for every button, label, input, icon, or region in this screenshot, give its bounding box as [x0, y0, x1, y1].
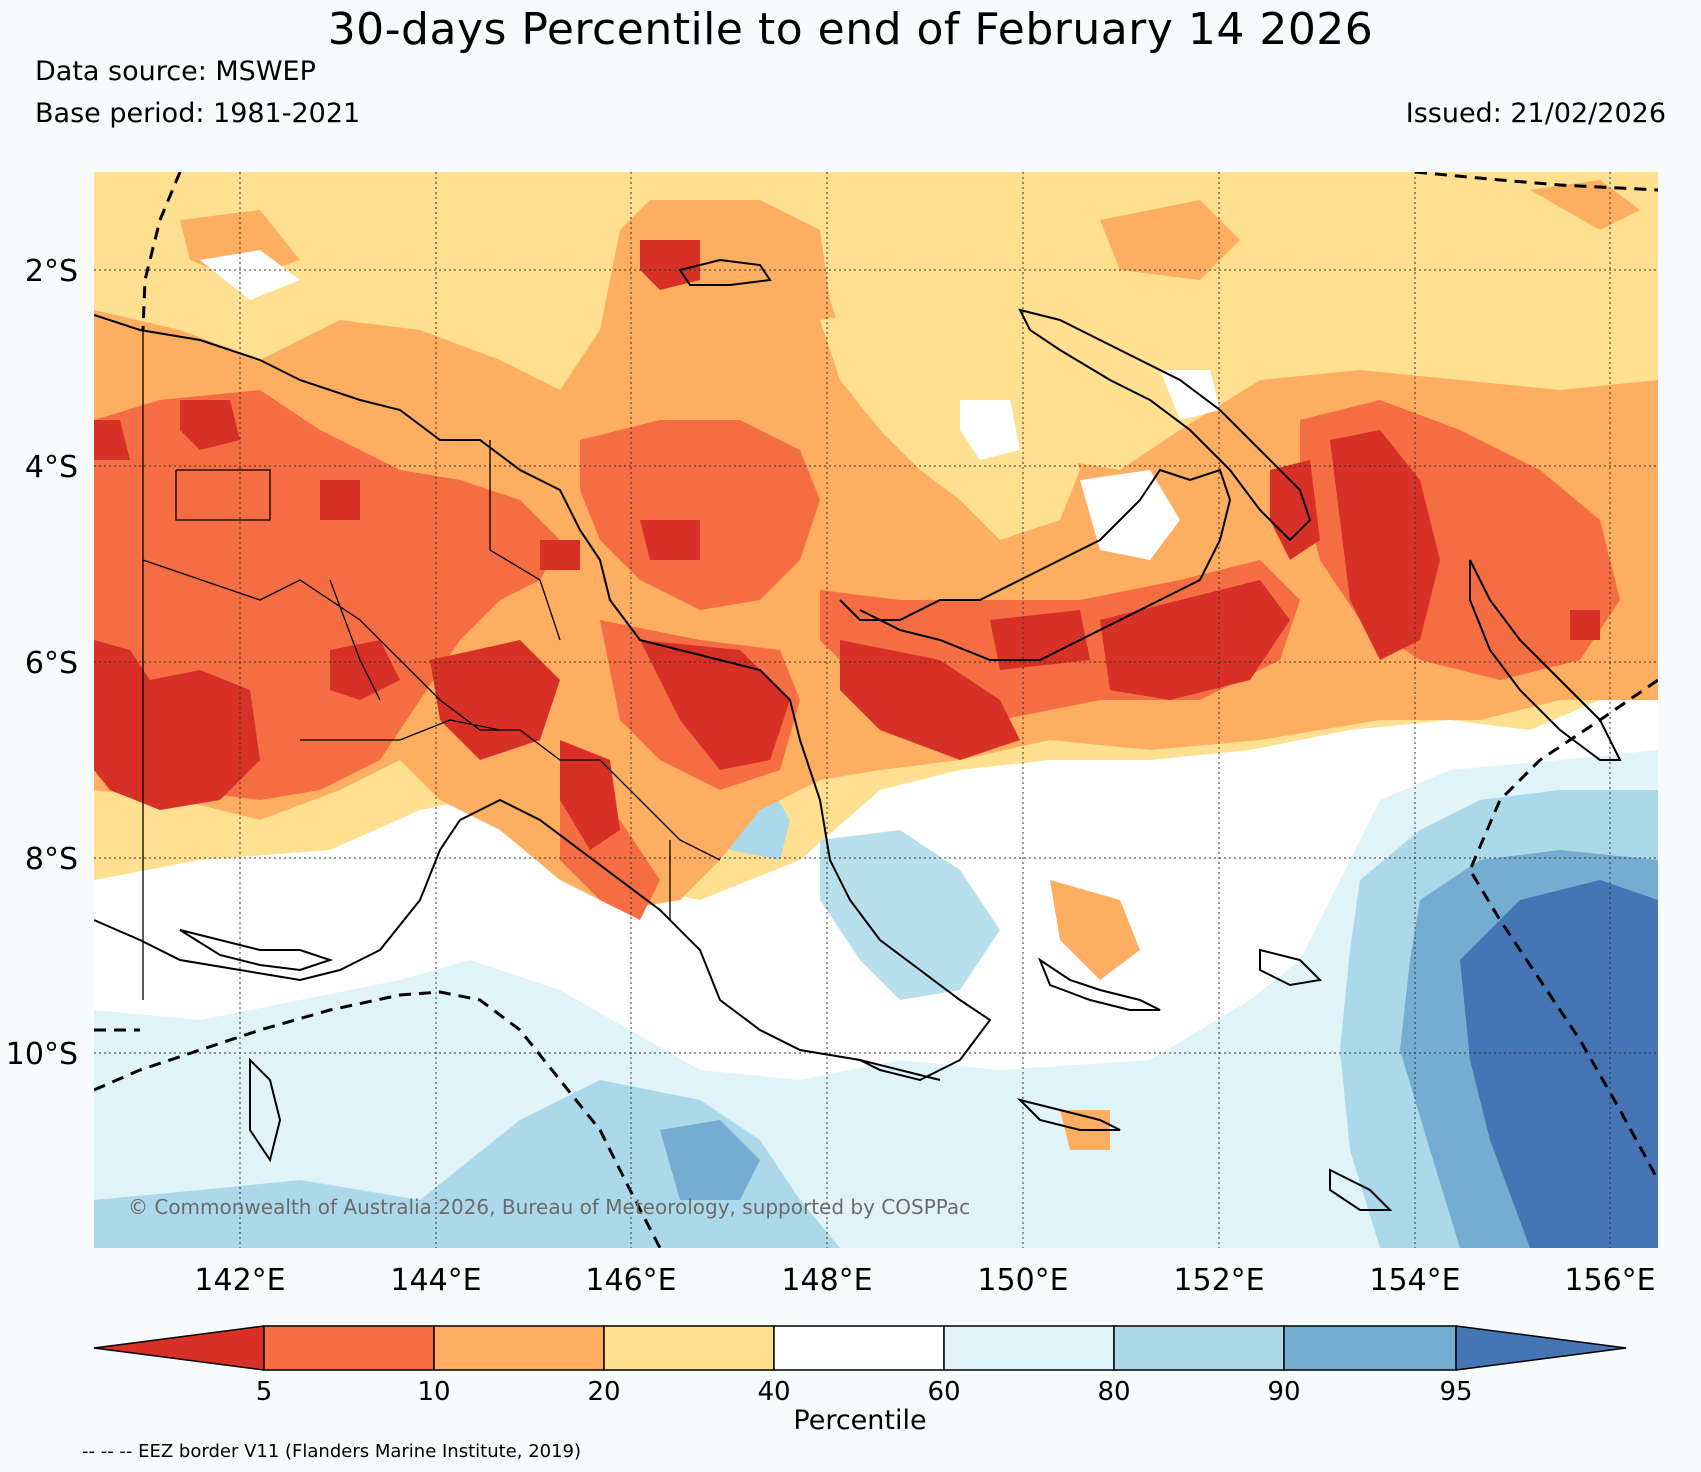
issued-date-label: Issued: 21/02/2026 — [1405, 98, 1666, 129]
map-title: 30-days Percentile to end of February 14… — [327, 4, 1374, 55]
colorbar-segment — [603, 1325, 775, 1371]
country-borders — [142, 330, 721, 1000]
colorbar-ticks: 5 10 20 40 60 80 90 95 Percentile — [256, 1377, 1473, 1436]
colorbar-tick: 5 — [256, 1377, 273, 1407]
colorbar-low-extend — [93, 1325, 265, 1371]
copyright-watermark: © Commonwealth of Australia 2026, Bureau… — [128, 1195, 970, 1219]
data-source-label: Data source: MSWEP — [35, 56, 316, 87]
lon-label: 144°E — [390, 1263, 481, 1298]
colorbar-tick: 95 — [1439, 1377, 1472, 1407]
colorbar-tick: 20 — [587, 1377, 620, 1407]
lon-label: 152°E — [1173, 1263, 1264, 1298]
lon-label: 142°E — [194, 1263, 285, 1298]
lon-label: 154°E — [1369, 1263, 1460, 1298]
colorbar-tick: 90 — [1267, 1377, 1300, 1407]
colorbar-segment — [263, 1325, 435, 1371]
colorbar-tick: 80 — [1097, 1377, 1130, 1407]
lat-label: 8°S — [25, 842, 78, 877]
colorbar-segment — [943, 1325, 1115, 1371]
eez-border — [94, 172, 1658, 1248]
lat-label: 2°S — [25, 254, 78, 289]
coastlines — [94, 258, 1622, 1211]
base-period-label: Base period: 1981-2021 — [35, 98, 361, 129]
longitude-labels: 142°E 144°E 146°E 148°E 150°E 152°E 154°… — [194, 1263, 1655, 1298]
colorbar-high-extend — [1455, 1325, 1627, 1371]
eez-border-note: -- -- -- EEZ border V11 (Flanders Marine… — [82, 1441, 582, 1462]
colorbar-tick: 40 — [757, 1377, 790, 1407]
colorbar-segment — [433, 1325, 605, 1371]
colorbar-tick: 10 — [417, 1377, 450, 1407]
colorbar-tick: 60 — [927, 1377, 960, 1407]
graticule — [94, 172, 1658, 1248]
lon-label: 148°E — [781, 1263, 872, 1298]
latitude-labels: 2°S 4°S 6°S 8°S 10°S — [6, 254, 78, 1072]
lon-label: 146°E — [585, 1263, 676, 1298]
lat-label: 10°S — [6, 1037, 78, 1072]
colorbar-segment — [1283, 1325, 1457, 1371]
lon-label: 156°E — [1564, 1263, 1655, 1298]
colorbar-segment — [773, 1325, 945, 1371]
percentile-field — [94, 172, 1658, 1248]
lat-label: 6°S — [25, 646, 78, 681]
lon-label: 150°E — [977, 1263, 1068, 1298]
colorbar-segment — [1113, 1325, 1285, 1371]
colorbar-title: Percentile — [793, 1405, 926, 1436]
lat-label: 4°S — [25, 450, 78, 485]
colorbar — [93, 1325, 1627, 1371]
